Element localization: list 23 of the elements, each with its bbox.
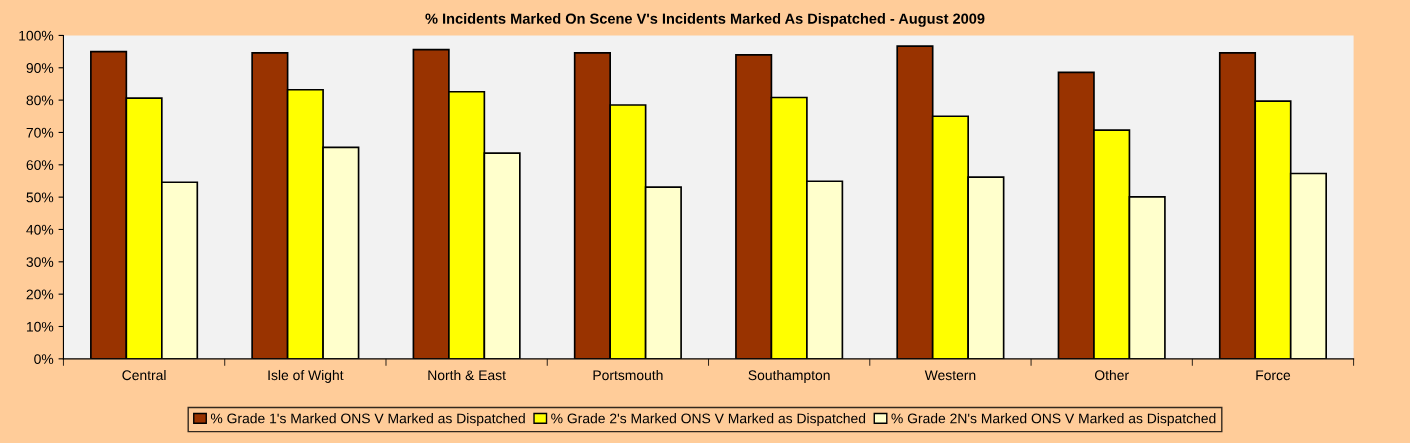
x-tick-label: Southampton	[748, 369, 830, 383]
x-tick-label: Western	[924, 370, 976, 381]
y-tick-label: 70%	[26, 127, 54, 138]
legend-label: % Grade 2's Marked ONS V Marked as Dispatched	[551, 413, 866, 427]
y-tick-label: 60%	[26, 160, 54, 170]
x-tick-label: Portsmouth	[593, 369, 663, 381]
y-tick-label: 0%	[34, 354, 54, 364]
x-tick-label: Force	[1256, 370, 1291, 381]
legend-label: % Grade 1's Marked ONS V Marked as Dispatched	[210, 413, 525, 427]
y-tick-label: 100%	[19, 30, 54, 41]
chart-title: % Incidents Marked On Scene V's Incidents Marked As Dispatched - August 2009	[425, 13, 985, 27]
y-tick-label: 20%	[26, 289, 54, 300]
x-tick-label: Isle of Wight	[268, 369, 344, 383]
y-tick-label: 40%	[26, 224, 54, 235]
y-tick-label: 50%	[26, 192, 54, 203]
x-tick-label: North & East	[428, 369, 506, 381]
y-tick-label: 80%	[26, 95, 54, 106]
x-tick-label: Central	[122, 369, 166, 381]
y-tick-label: 30%	[26, 257, 54, 267]
y-tick-label: 10%	[26, 321, 54, 332]
y-tick-label: 90%	[26, 63, 54, 73]
x-tick-label: Other	[1094, 369, 1129, 381]
legend-label: % Grade 2N's Marked ONS V Marked as Dispatched	[891, 413, 1216, 427]
